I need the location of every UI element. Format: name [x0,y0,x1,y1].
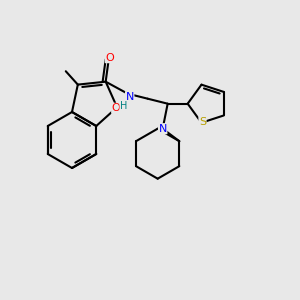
Text: O: O [112,103,120,113]
Text: N: N [125,92,134,102]
Text: H: H [120,101,127,111]
Text: O: O [105,53,114,63]
Text: S: S [199,117,206,127]
Text: N: N [158,124,167,134]
